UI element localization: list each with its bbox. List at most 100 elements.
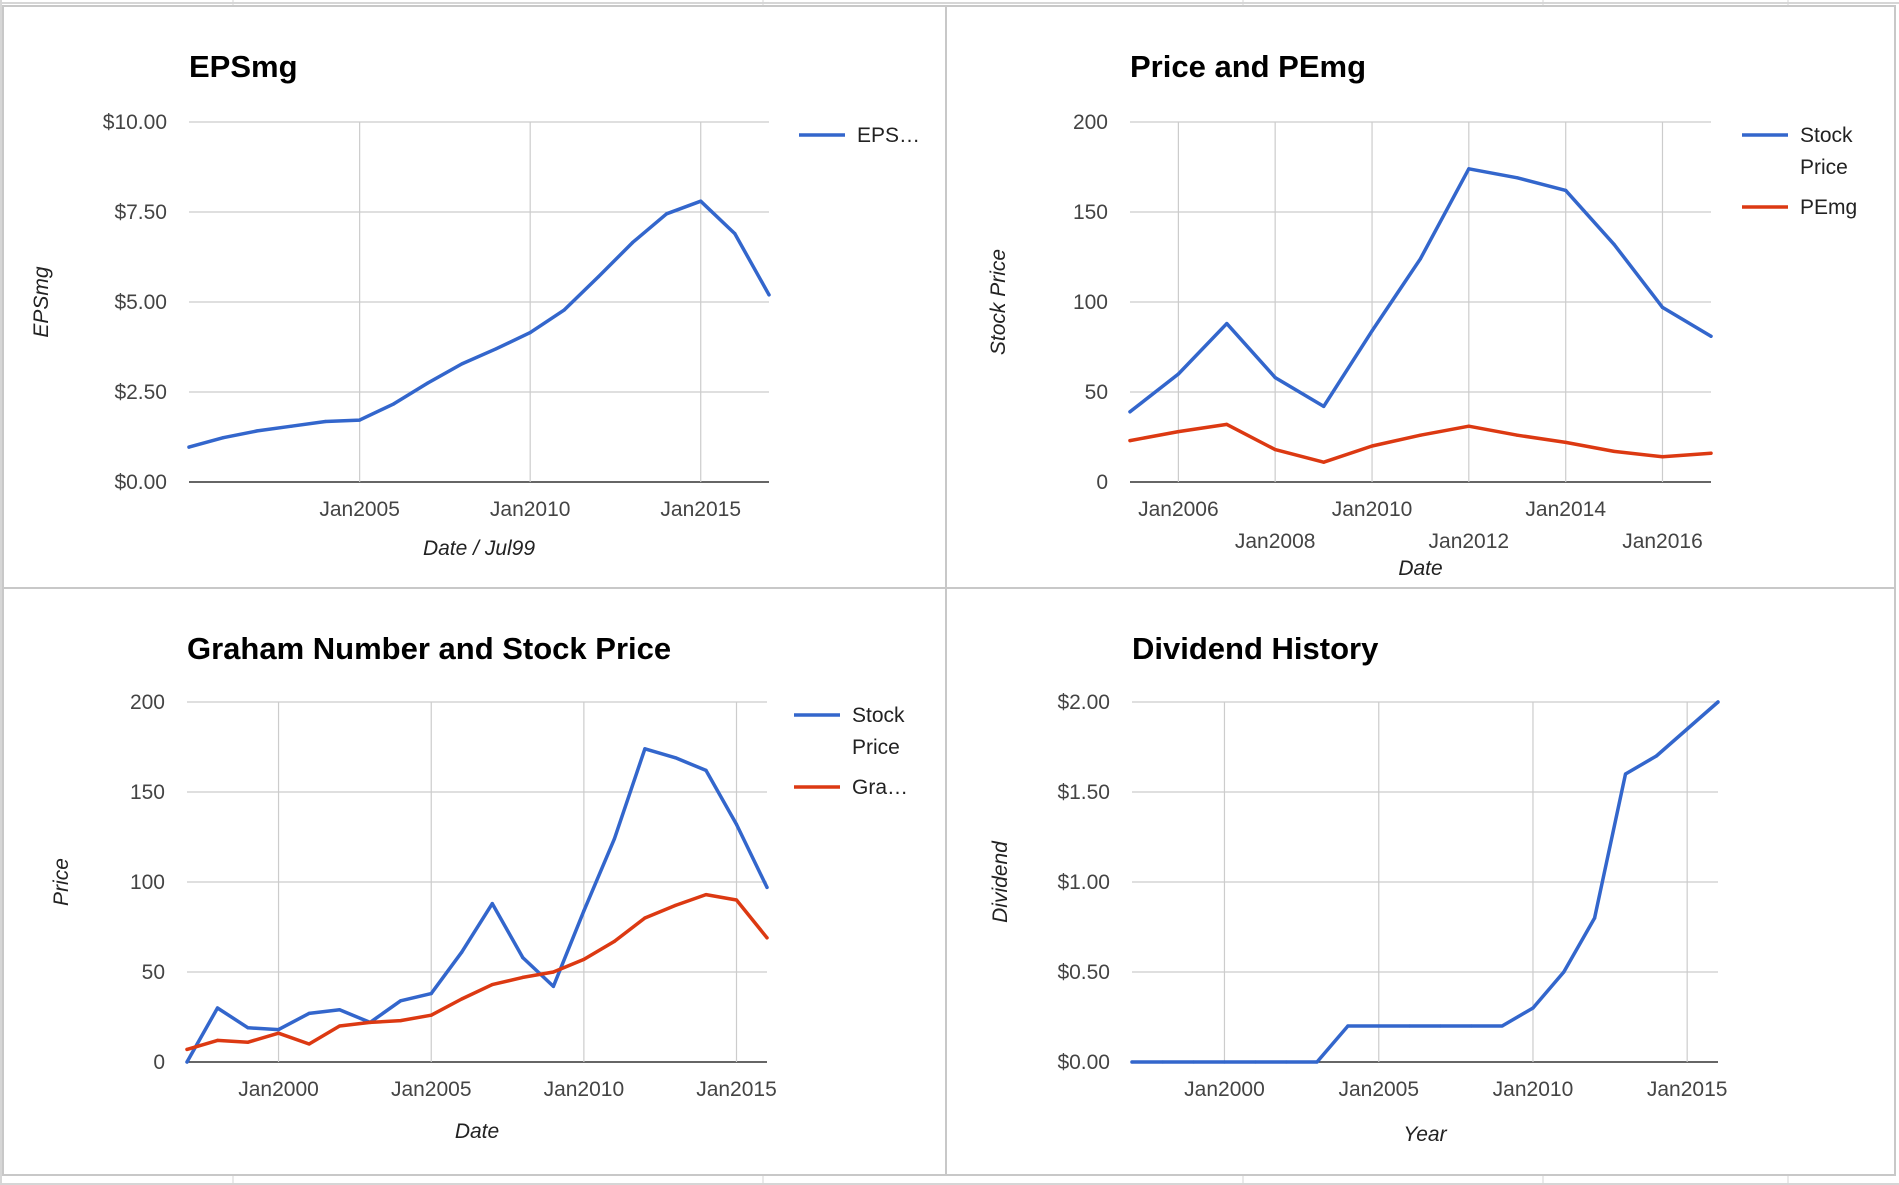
data-point: [1685, 727, 1689, 731]
data-point: [1660, 455, 1665, 459]
data-point: [1660, 305, 1665, 309]
data-point: [734, 898, 739, 902]
series-line-dividend: [1130, 700, 1720, 1064]
data-point: [1418, 257, 1423, 261]
y-tick-label: 50: [142, 961, 165, 984]
dividend-history-line-chart: $0.00 $0.50 $1.00 $1.50 $2.00 Jan2000 Jan2005 J…: [989, 691, 1728, 1146]
y-tick-label: $1.00: [1057, 871, 1110, 894]
data-point: [582, 957, 586, 961]
y-tick-label: 0: [153, 1051, 165, 1074]
x-tick-label: Jan2015: [1647, 1078, 1728, 1101]
data-point: [1716, 700, 1720, 704]
data-point: [699, 199, 703, 203]
data-point: [1222, 1060, 1227, 1064]
data-point: [1370, 329, 1374, 333]
data-point: [643, 747, 647, 751]
data-point: [1176, 372, 1180, 376]
y-tick-label: $0.50: [1057, 961, 1110, 984]
legend-entry[interactable]: Gra…: [852, 776, 908, 799]
data-point: [1593, 916, 1597, 920]
data-point: [392, 402, 396, 406]
series-line-pemg: [1128, 422, 1713, 464]
data-point: [1161, 1060, 1165, 1064]
data-point: [1709, 451, 1713, 455]
data-point: [1564, 188, 1568, 192]
y-tick-label: 150: [130, 781, 165, 804]
data-point: [255, 429, 259, 433]
series-line-gra: [185, 892, 769, 1052]
data-point: [460, 997, 464, 1001]
y-tick-label: 100: [130, 871, 165, 894]
data-point: [1709, 334, 1713, 338]
data-point: [551, 970, 555, 974]
data-point: [612, 939, 616, 943]
chart-panel-dividend-history[interactable]: Dividend History $0.00 $0.50 $1.00 $1.50 $2.…: [945, 587, 1896, 1176]
y-tick-label: $0.00: [1057, 1051, 1110, 1074]
data-point: [1225, 422, 1229, 426]
data-point: [528, 331, 532, 335]
y-tick-label: 200: [1073, 111, 1108, 134]
data-point: [490, 902, 494, 906]
data-point: [460, 950, 464, 954]
x-tick-label: Jan2005: [319, 498, 400, 521]
data-point: [704, 768, 708, 772]
data-point: [562, 308, 566, 312]
y-tick-label: $7.50: [114, 201, 167, 224]
x-tick-label: Jan2015: [696, 1078, 777, 1101]
data-point: [1128, 439, 1132, 443]
data-point: [734, 822, 739, 826]
x-axis-label: Date: [455, 1120, 499, 1143]
x-tick-label: Jan2005: [1338, 1078, 1419, 1101]
chart-title: Dividend History: [1132, 631, 1379, 666]
data-point: [1192, 1060, 1196, 1064]
x-tick-label: Jan2010: [544, 1078, 625, 1101]
data-point: [426, 381, 430, 385]
chart-panel-epsmg[interactable]: EPSmg $0.00 $2.50 $5.00 $7.50 $10.00 Jan2005 J…: [2, 5, 949, 591]
data-point: [276, 1031, 281, 1035]
legend-entry[interactable]: Stock Price: [852, 704, 905, 759]
data-point: [1370, 444, 1374, 448]
data-point: [767, 293, 771, 297]
y-tick-label: $5.00: [114, 291, 167, 314]
y-tick-label: 200: [130, 691, 165, 714]
data-point: [765, 885, 769, 889]
y-tick-label: 50: [1085, 381, 1108, 404]
data-point: [1500, 1024, 1504, 1028]
chart-title: EPSmg: [189, 49, 298, 84]
y-axis-label: EPSmg: [30, 266, 53, 338]
data-point: [612, 837, 616, 841]
data-point: [1407, 1024, 1412, 1028]
y-axis-label: Price: [50, 858, 73, 906]
series-line-stock-price: [1128, 167, 1713, 414]
legend-entry[interactable]: PEmg: [1800, 196, 1857, 219]
data-point: [358, 418, 362, 422]
data-point: [673, 903, 678, 907]
chart-panel-price-and-pemg[interactable]: Price and PEmg 0 50 100 150 200 Jan2006 Jan200…: [945, 5, 1896, 591]
legend-entry[interactable]: Stock Price: [1800, 124, 1853, 179]
x-tick-label: Jan2015: [660, 498, 741, 521]
data-point: [307, 1042, 311, 1046]
data-point: [1469, 1024, 1473, 1028]
price-pemg-line-chart: 0 50 100 150 200 Jan2006 Jan2008 Jan2010 Jan2012…: [987, 111, 1857, 580]
x-tick-label: Jan2010: [1332, 498, 1413, 521]
x-tick-label: Jan2005: [391, 1078, 472, 1101]
x-axis-label: Date: [1398, 557, 1442, 580]
data-point: [1315, 1060, 1319, 1064]
data-point: [1273, 448, 1277, 452]
y-tick-label: 100: [1073, 291, 1108, 314]
data-point: [1253, 1060, 1257, 1064]
data-point: [1467, 424, 1471, 428]
data-point: [582, 909, 586, 913]
data-point: [1128, 410, 1132, 414]
data-point: [1562, 970, 1566, 974]
legend-entry[interactable]: EPS…: [857, 124, 920, 147]
series-line-eps: [187, 199, 771, 449]
data-point: [1564, 440, 1568, 444]
data-point: [521, 956, 525, 960]
data-point: [215, 1006, 220, 1010]
data-point: [551, 984, 555, 988]
data-point: [630, 241, 635, 245]
chart-panel-graham-number[interactable]: Graham Number and Stock Price 0 50 100 150 2…: [2, 587, 949, 1176]
data-point: [596, 275, 600, 279]
